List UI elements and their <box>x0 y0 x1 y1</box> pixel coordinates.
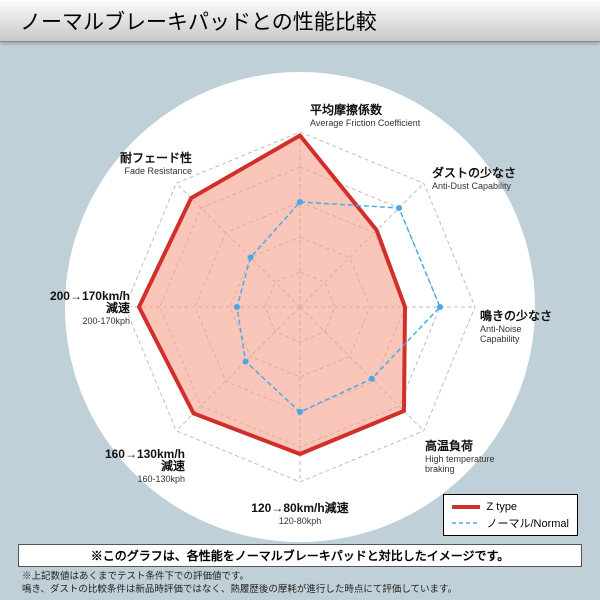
legend-row: ノーマル/Normal <box>452 515 569 531</box>
svg-text:160-130kph: 160-130kph <box>137 474 185 484</box>
svg-text:耐フェード性: 耐フェード性 <box>120 150 192 165</box>
page-title: ノーマルブレーキパッドとの性能比較 <box>20 6 377 36</box>
note-text: ※このグラフは、各性能をノーマルブレーキパッドと対比したイメージです。 <box>91 549 510 563</box>
fineprint-line: ※上記数値はあくまでテスト条件下での評価値です。 <box>22 571 578 584</box>
legend-row: Z type <box>452 499 569 515</box>
radar-chart: 平均摩擦係数Average Friction Coefficient ダストの少な… <box>0 42 600 542</box>
note-bar: ※このグラフは、各性能をノーマルブレーキパッドと対比したイメージです。 <box>18 544 582 567</box>
svg-text:平均摩擦係数: 平均摩擦係数 <box>310 102 383 117</box>
title-bar: ノーマルブレーキパッドとの性能比較 <box>0 0 600 42</box>
fineprint: ※上記数値はあくまでテスト条件下での評価値です。 鳴き、ダストの比較条件は新品時… <box>22 571 578 597</box>
svg-text:braking: braking <box>425 464 455 474</box>
svg-text:ダストの少なさ: ダストの少なさ <box>432 165 516 180</box>
svg-text:鳴きの少なさ: 鳴きの少なさ <box>480 308 552 323</box>
svg-text:120-80kph: 120-80kph <box>279 516 322 526</box>
svg-text:120→80km/h減速: 120→80km/h減速 <box>251 500 348 515</box>
svg-text:High temperature: High temperature <box>425 454 495 464</box>
legend-label: ノーマル/Normal <box>486 515 569 531</box>
svg-text:減速: 減速 <box>106 300 130 315</box>
svg-text:高温負荷: 高温負荷 <box>425 438 473 453</box>
legend-label: Z type <box>486 501 517 513</box>
fineprint-line: 鳴き、ダストの比較条件は新品時評価ではなく、熱履歴後の摩耗が進行した時点にて評価… <box>22 584 578 597</box>
svg-text:Fade Resistance: Fade Resistance <box>124 166 192 176</box>
legend: Z type ノーマル/Normal <box>443 494 578 536</box>
svg-text:Average Friction Coefficient: Average Friction Coefficient <box>310 118 421 128</box>
svg-text:Anti-Dust Capability: Anti-Dust Capability <box>432 181 512 191</box>
svg-text:減速: 減速 <box>161 458 185 473</box>
svg-text:Capability: Capability <box>480 334 520 344</box>
svg-text:Anti-Noise: Anti-Noise <box>480 324 522 334</box>
svg-text:200-170kph: 200-170kph <box>82 316 130 326</box>
radar-svg: 平均摩擦係数Average Friction Coefficient ダストの少な… <box>0 42 600 542</box>
